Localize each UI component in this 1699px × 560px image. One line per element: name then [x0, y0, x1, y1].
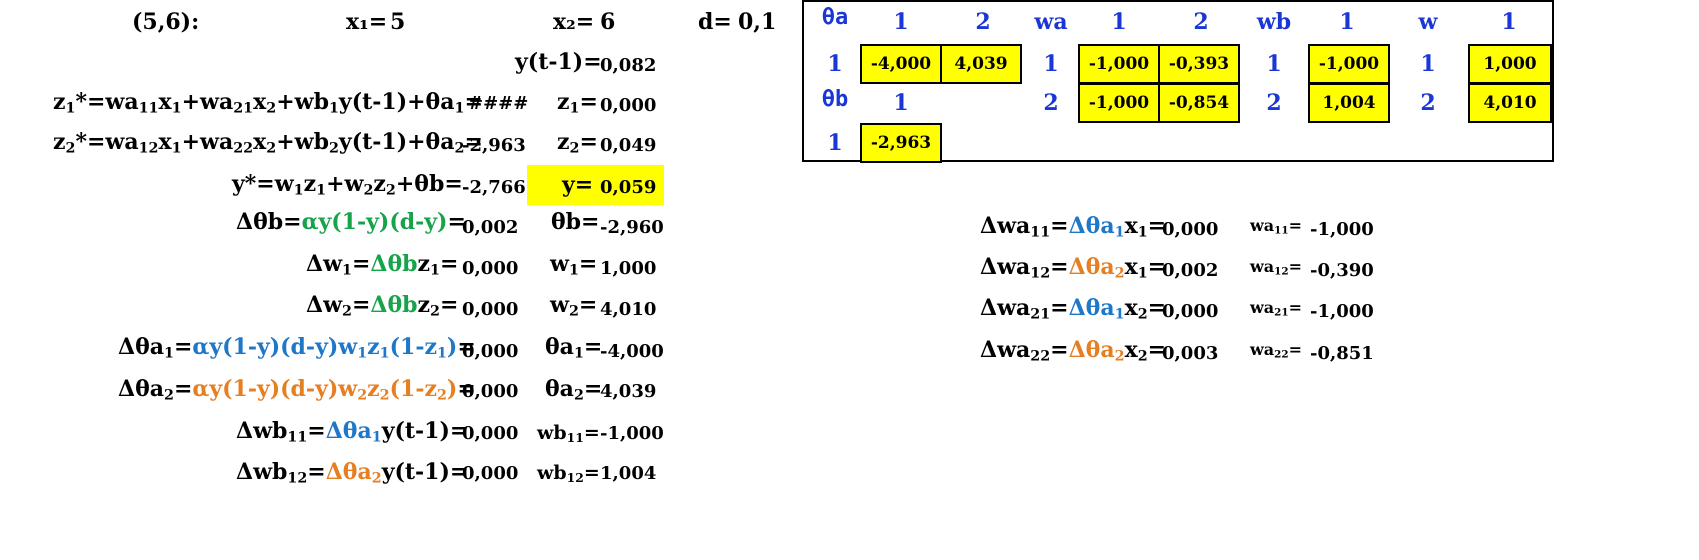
z1-value: 0,000 [600, 95, 657, 116]
wa12-label: wa12= [1250, 257, 1303, 278]
row2-label-w: 2 [1420, 90, 1436, 116]
header-theta-a-col2: 2 [975, 9, 991, 35]
theta-a-cell-1: -4,000 [860, 44, 942, 84]
delta-wa21-value: 0,000 [1162, 301, 1219, 322]
delta-wb11-value: 0,000 [462, 423, 519, 444]
theta-b-label: θb= [551, 209, 600, 235]
row1-label-theta-b: 1 [827, 130, 843, 156]
y-label: y= [562, 172, 594, 198]
wb12-label: wb12= [537, 462, 600, 486]
d-value: 0,1 [738, 9, 777, 35]
row2-label-wb: 2 [1266, 90, 1282, 116]
delta-wa12-formula: Δwa12=Δθa2x1= [980, 254, 1167, 282]
delta-theta-a1-value: 0,000 [462, 341, 519, 362]
x2-label: x₂= [553, 9, 595, 35]
wb11-label: wb11= [537, 422, 600, 446]
theta-a1-label: θa1= [545, 334, 603, 362]
delta-w1-formula: Δw1=Δθbz1= [306, 251, 459, 279]
theta-a-cell-2: 4,039 [940, 44, 1022, 84]
delta-theta-a2-value: 0,000 [462, 381, 519, 402]
pair-label: (5,6): [132, 9, 200, 35]
header-w-col1: 1 [1501, 9, 1517, 35]
theta-a2-value: 4,039 [600, 381, 657, 402]
w1-value: 1,000 [600, 258, 657, 279]
wa11-value: -1,000 [1310, 219, 1374, 240]
delta-theta-b-formula: Δθb=αy(1-y)(d-y)= [236, 209, 466, 235]
header-wa-col1: 1 [1111, 9, 1127, 35]
y-prev-value: 0,082 [600, 55, 657, 76]
x1-value: 5 [390, 9, 406, 35]
row1-label-w: 1 [1420, 51, 1436, 77]
delta-w1-value: 0,000 [462, 258, 519, 279]
delta-wa11-formula: Δwa11=Δθa1x1= [980, 213, 1167, 241]
wa12-value: -0,390 [1310, 260, 1374, 281]
w1-label: w1= [550, 251, 598, 279]
row1-label-wb: 1 [1266, 51, 1282, 77]
z2-star-value: -2,963 [462, 135, 526, 156]
delta-wa11-value: 0,000 [1162, 219, 1219, 240]
row1-label-theta-a: 1 [827, 51, 843, 77]
header-wb-col1: 1 [1339, 9, 1355, 35]
header-theta-a: θa [821, 5, 849, 30]
y-value: 0,059 [600, 177, 657, 198]
z1-label: z1= [557, 89, 598, 117]
wa-cell-2-2: -0,854 [1158, 83, 1240, 123]
z2-value: 0,049 [600, 135, 657, 156]
delta-wa21-formula: Δwa21=Δθa1x2= [980, 295, 1167, 323]
y-highlight [527, 165, 664, 205]
wa22-label: wa22= [1250, 340, 1303, 361]
delta-wb11-formula: Δwb11=Δθa1y(t-1)= [236, 418, 469, 446]
theta-a1-value: -4,000 [600, 341, 664, 362]
weight-table: θa 1 2 wa 1 2 wb 1 w 1 1 -4,000 4,039 1 … [802, 0, 1554, 163]
wa-cell-2-1: -1,000 [1078, 83, 1160, 123]
delta-wb12-formula: Δwb12=Δθa2y(t-1)= [236, 459, 469, 487]
y-prev-label: y(t-1)= [515, 49, 602, 75]
wa22-value: -0,851 [1310, 343, 1374, 364]
delta-theta-a1-formula: Δθa1=αy(1-y)(d-y)w1z1(1-z1)= [118, 334, 476, 362]
theta-b-value: -2,960 [600, 217, 664, 238]
delta-w2-formula: Δw2=Δθbz2= [306, 292, 459, 320]
delta-wa22-value: 0,003 [1162, 343, 1219, 364]
row1-label-wa: 1 [1043, 51, 1059, 77]
delta-wa12-value: 0,002 [1162, 260, 1219, 281]
header-wa: wa [1034, 9, 1068, 35]
wb-cell-1: -1,000 [1308, 44, 1390, 84]
wa11-label: wa11= [1250, 216, 1303, 237]
d-label: d= [698, 9, 732, 35]
header-theta-a-col1: 1 [893, 9, 909, 35]
header-wb: wb [1256, 9, 1292, 35]
w-cell-2: 4,010 [1468, 83, 1552, 123]
wb12-value: 1,004 [600, 463, 657, 484]
delta-theta-b-value: 0,002 [462, 217, 519, 238]
wb-cell-2: 1,004 [1308, 83, 1390, 123]
wa-cell-1-2: -0,393 [1158, 44, 1240, 84]
z2-label: z2= [557, 129, 598, 157]
wa21-label: wa21= [1250, 298, 1303, 319]
theta-b-cell: -2,963 [860, 123, 942, 163]
header-w: w [1418, 9, 1438, 35]
header-theta-b-col1: 1 [893, 90, 909, 116]
header-theta-b: θb [821, 87, 849, 112]
x2-value: 6 [600, 9, 616, 35]
w2-label: w2= [550, 292, 598, 320]
wa-cell-1-1: -1,000 [1078, 44, 1160, 84]
x1-label: x₁= [346, 9, 388, 35]
theta-a2-label: θa2= [545, 376, 603, 404]
delta-wb12-value: 0,000 [462, 463, 519, 484]
y-star-value: -2,766 [462, 177, 526, 198]
wa21-value: -1,000 [1310, 301, 1374, 322]
row2-label-wa: 2 [1043, 90, 1059, 116]
header-wa-col2: 2 [1193, 9, 1209, 35]
w-cell-1: 1,000 [1468, 44, 1552, 84]
w2-value: 4,010 [600, 299, 657, 320]
delta-w2-value: 0,000 [462, 299, 519, 320]
wb11-value: -1,000 [600, 423, 664, 444]
y-star-formula: y*=w1z1+w2z2+θb= [232, 171, 463, 199]
delta-theta-a2-formula: Δθa2=αy(1-y)(d-y)w2z2(1-z2)= [118, 376, 476, 404]
z1-star-formula: z1*=wa11x1+wa21x2+wb1y(t-1)+θa1= [53, 89, 483, 117]
z1-star-value: #### [468, 93, 529, 114]
delta-wa22-formula: Δwa22=Δθa2x2= [980, 337, 1167, 365]
z2-star-formula: z2*=wa12x1+wa22x2+wb2y(t-1)+θa2= [53, 129, 483, 157]
